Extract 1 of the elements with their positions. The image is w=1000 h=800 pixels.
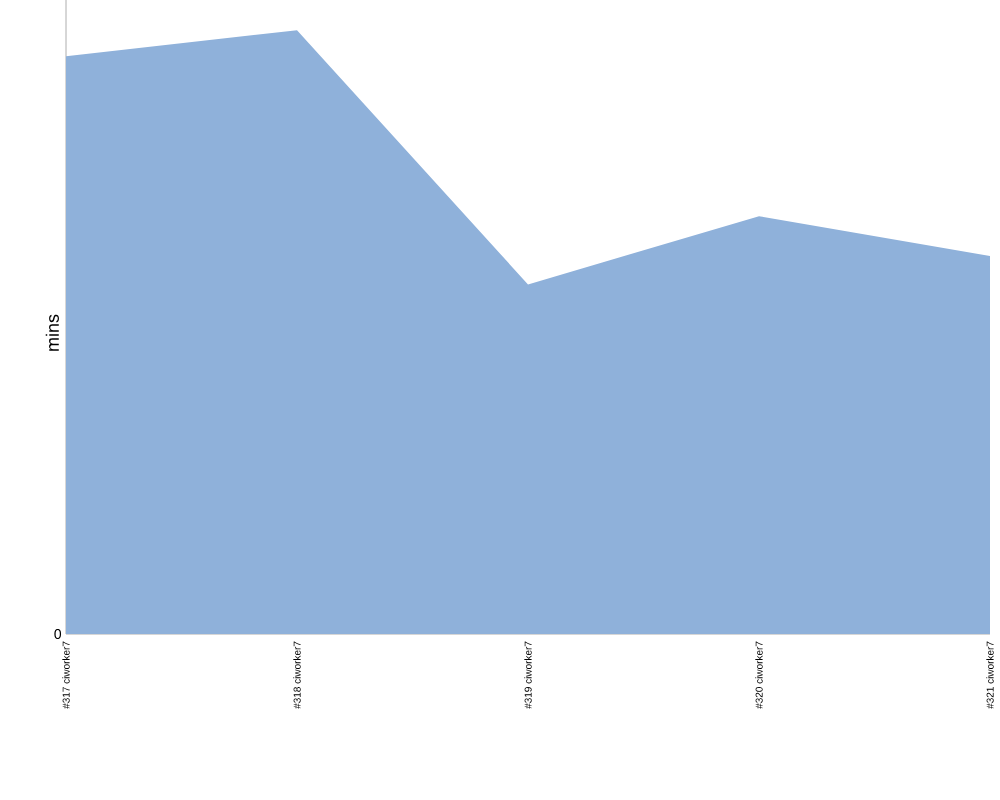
y-axis-title: mins: [45, 314, 59, 351]
